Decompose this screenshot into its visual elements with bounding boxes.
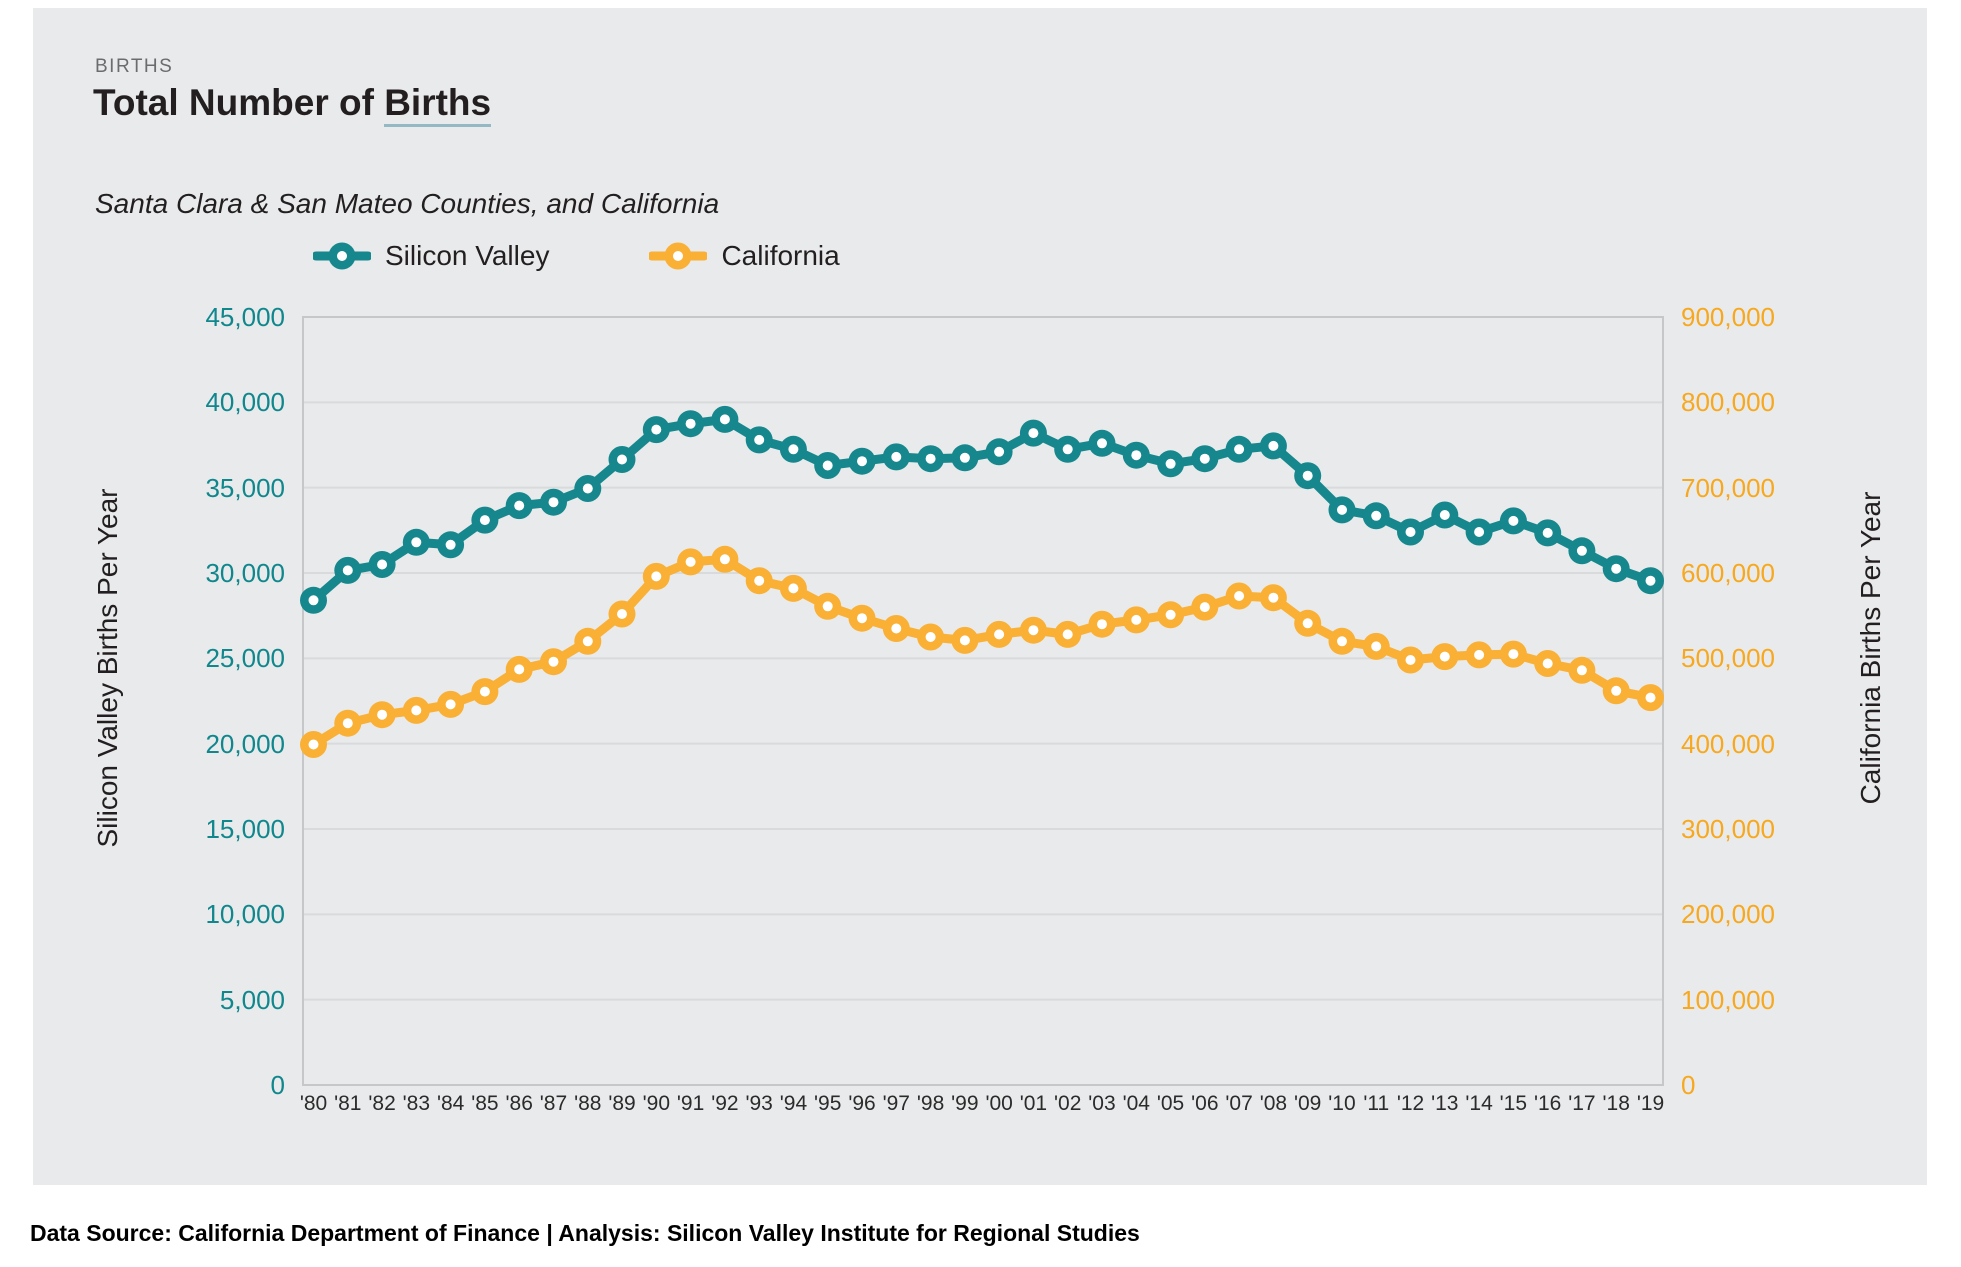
section-kicker: BIRTHS bbox=[95, 56, 174, 77]
x-axis-tick-label: '18 bbox=[1602, 1092, 1630, 1115]
x-axis-tick-label: '81 bbox=[334, 1092, 362, 1115]
x-axis-tick-label: '10 bbox=[1328, 1092, 1356, 1115]
chart-subtitle: Santa Clara & San Mateo Counties, and Ca… bbox=[95, 188, 720, 219]
california-line-marker-icon bbox=[649, 242, 708, 270]
x-axis-tick-label: '94 bbox=[779, 1092, 808, 1115]
x-axis-tick-label: '87 bbox=[539, 1092, 568, 1115]
x-axis-tick-label: '11 bbox=[1363, 1092, 1390, 1115]
x-axis-tick-label: '91 bbox=[676, 1092, 705, 1115]
left-axis-tick-label: 5,000 bbox=[219, 984, 285, 1015]
x-axis-tick-label: '83 bbox=[402, 1092, 431, 1115]
x-axis-tick-label: '99 bbox=[951, 1092, 979, 1115]
left-axis-tick-label: 45,000 bbox=[205, 302, 285, 332]
x-axis-tick-label: '17 bbox=[1568, 1092, 1596, 1115]
right-axis-tick-label: 600,000 bbox=[1681, 558, 1775, 588]
legend-label-silicon-valley: Silicon Valley bbox=[385, 240, 550, 271]
x-axis-tick-label: '03 bbox=[1088, 1092, 1116, 1115]
data-source-note: Data Source: California Department of Fi… bbox=[30, 1220, 1140, 1246]
x-axis-tick-label: '02 bbox=[1054, 1092, 1082, 1115]
right-axis-title: California Births Per Year bbox=[1855, 491, 1886, 805]
page-title: Total Number of Births bbox=[93, 82, 492, 127]
left-axis-tick-label: 35,000 bbox=[205, 472, 285, 503]
left-axis-tick-label: 20,000 bbox=[205, 728, 285, 759]
x-axis-tick-label: '07 bbox=[1225, 1092, 1253, 1115]
left-axis-title: Silicon Valley Births Per Year bbox=[92, 488, 123, 848]
x-axis-tick-label: '15 bbox=[1499, 1092, 1528, 1115]
x-axis-tick-label: '04 bbox=[1122, 1092, 1150, 1115]
right-axis-tick-label: 400,000 bbox=[1681, 728, 1775, 759]
line-chart-plot bbox=[300, 316, 1664, 1086]
chart-card: BIRTHS Total Number of Births Santa Clar… bbox=[33, 8, 1927, 1185]
left-axis-tick-label: 40,000 bbox=[205, 387, 285, 418]
right-axis-tick-label: 900,000 bbox=[1681, 302, 1775, 332]
left-axis-tick-label: 10,000 bbox=[205, 899, 285, 930]
x-axis-tick-label: '08 bbox=[1259, 1092, 1288, 1115]
x-axis-tick-label: '92 bbox=[711, 1092, 739, 1115]
title-text: Total Number of bbox=[93, 82, 385, 123]
title-underlined-word: Births bbox=[384, 82, 492, 127]
x-axis-tick-label: '19 bbox=[1636, 1092, 1665, 1115]
legend: Silicon Valley California bbox=[313, 240, 840, 272]
x-axis-tick-label: '98 bbox=[916, 1092, 945, 1115]
right-axis-tick-label: 300,000 bbox=[1681, 814, 1775, 844]
left-axis-tick-label: 15,000 bbox=[205, 814, 285, 844]
x-axis-tick-label: '85 bbox=[471, 1092, 499, 1115]
right-axis-tick-label: 0 bbox=[1681, 1070, 1696, 1100]
left-axis-tick-label: 0 bbox=[270, 1070, 285, 1100]
x-axis-tick-label: '97 bbox=[882, 1092, 910, 1115]
right-axis-tick-label: 100,000 bbox=[1681, 984, 1775, 1015]
x-axis-tick-label: '84 bbox=[436, 1092, 465, 1115]
x-axis-tick-label: '96 bbox=[848, 1092, 876, 1115]
right-axis-tick-label: 700,000 bbox=[1681, 472, 1775, 503]
x-axis-tick-label: '06 bbox=[1191, 1092, 1219, 1115]
x-axis-tick-label: '16 bbox=[1533, 1092, 1562, 1115]
x-axis-tick-label: '89 bbox=[608, 1092, 636, 1115]
x-axis-tick-label: '13 bbox=[1431, 1092, 1459, 1115]
left-axis-tick-label: 30,000 bbox=[205, 558, 285, 588]
x-axis-tick-label: '80 bbox=[299, 1092, 328, 1115]
x-axis-tick-label: '82 bbox=[368, 1092, 396, 1115]
x-axis-tick-label: '95 bbox=[814, 1092, 842, 1115]
x-axis-tick-label: '05 bbox=[1156, 1092, 1185, 1115]
x-axis-tick-label: '90 bbox=[642, 1092, 670, 1115]
right-axis-tick-label: 500,000 bbox=[1681, 643, 1775, 674]
x-axis-tick-label: '14 bbox=[1465, 1092, 1493, 1115]
silicon-valley-line-marker-icon bbox=[313, 242, 371, 270]
x-axis-tick-label: '09 bbox=[1293, 1092, 1322, 1115]
x-axis-tick-label: '88 bbox=[574, 1092, 602, 1115]
x-axis-tick-label: '86 bbox=[505, 1092, 533, 1115]
right-axis-tick-label: 200,000 bbox=[1681, 899, 1775, 930]
x-axis-tick-label: '93 bbox=[745, 1092, 773, 1115]
x-axis-tick-label: '01 bbox=[1019, 1092, 1048, 1115]
legend-item-silicon-valley: Silicon Valley bbox=[313, 240, 549, 272]
legend-item-california: California bbox=[649, 240, 840, 272]
x-axis-tick-label: '12 bbox=[1396, 1092, 1425, 1115]
right-axis-tick-label: 800,000 bbox=[1681, 387, 1775, 418]
x-axis-tick-label: '00 bbox=[985, 1092, 1013, 1115]
legend-label-california: California bbox=[721, 240, 840, 271]
left-axis-tick-label: 25,000 bbox=[205, 643, 285, 674]
